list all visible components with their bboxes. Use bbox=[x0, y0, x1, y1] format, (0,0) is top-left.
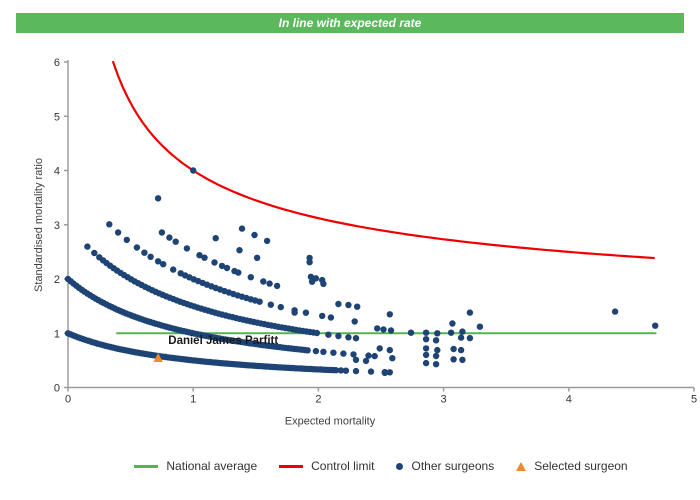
legend-label: Selected surgeon bbox=[534, 459, 628, 473]
svg-text:2: 2 bbox=[315, 394, 321, 406]
legend-label: Other surgeons bbox=[411, 459, 495, 473]
chart-legend: National average Control limit Other sur… bbox=[68, 459, 694, 473]
svg-text:0: 0 bbox=[54, 383, 60, 395]
svg-text:4: 4 bbox=[566, 394, 572, 406]
svg-text:5: 5 bbox=[54, 111, 60, 123]
svg-text:4: 4 bbox=[54, 166, 60, 178]
legend-item-control-limit: Control limit bbox=[279, 459, 374, 473]
legend-item-selected-surgeon: Selected surgeon bbox=[516, 459, 628, 473]
y-axis-label: Standardised mortality ratio bbox=[33, 158, 45, 292]
x-axis-label: Expected mortality bbox=[285, 416, 376, 428]
selected-surgeon-marker bbox=[153, 353, 163, 362]
legend-item-other-surgeons: Other surgeons bbox=[396, 459, 494, 473]
control-limit-line-icon bbox=[279, 464, 304, 468]
other-surgeons-dot-icon bbox=[396, 462, 404, 470]
legend-label: Control limit bbox=[311, 459, 375, 473]
legend-label: National average bbox=[166, 459, 258, 473]
svg-text:2: 2 bbox=[54, 274, 60, 286]
control-limit-curve bbox=[111, 60, 656, 260]
svg-text:6: 6 bbox=[54, 57, 60, 69]
national-average-line-icon bbox=[134, 464, 159, 468]
selected-surgeon-triangle-icon bbox=[516, 461, 527, 471]
svg-text:1: 1 bbox=[190, 394, 196, 406]
other-surgeons-points bbox=[64, 167, 659, 377]
x-tick-labels: 0 1 2 3 4 5 bbox=[65, 394, 697, 406]
status-banner: In line with expected rate bbox=[16, 13, 684, 33]
surgeon-name-label: Daniel James Parfitt bbox=[168, 335, 278, 347]
svg-text:3: 3 bbox=[54, 220, 60, 232]
funnel-plot-chart: 0 1 2 3 4 5 0 1 2 3 4 5 6 Expected mortality Standardi… bbox=[33, 57, 697, 428]
legend-item-national-average: National average bbox=[134, 459, 257, 473]
svg-text:5: 5 bbox=[691, 394, 697, 406]
y-tick-labels: 0 1 2 3 4 5 6 bbox=[54, 57, 60, 395]
svg-text:0: 0 bbox=[65, 394, 71, 406]
svg-text:1: 1 bbox=[54, 328, 60, 340]
svg-text:3: 3 bbox=[441, 394, 447, 406]
